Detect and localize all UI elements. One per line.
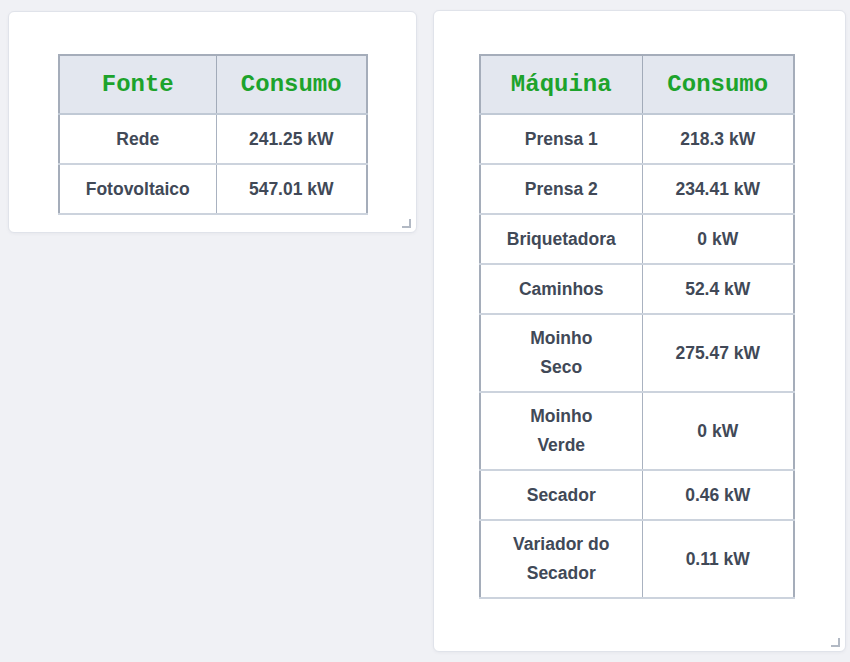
machine-name-cell: Variador do Secador [480,520,642,598]
machine-name-cell: Briquetadora [480,214,642,264]
source-name-cell: Fotovoltaico [59,164,216,214]
consumption-value-cell: 275.47 kW [642,314,794,392]
machine-name-cell: Moinho Seco [480,314,642,392]
consumption-value-cell: 547.01 kW [216,164,367,214]
table-row: Moinho Verde 0 kW [480,392,794,470]
table-row: Moinho Seco 275.47 kW [480,314,794,392]
consumption-value-cell: 0 kW [642,214,794,264]
dashboard-page: Fonte Consumo Rede 241.25 kW Fotovoltaic… [0,0,850,662]
table-header-row: Fonte Consumo [59,55,367,114]
fonte-consumo-table: Fonte Consumo Rede 241.25 kW Fotovoltaic… [58,54,368,215]
consumption-value-cell: 241.25 kW [216,114,367,164]
consumption-value-cell: 0 kW [642,392,794,470]
table-row: Fotovoltaico 547.01 kW [59,164,367,214]
resize-handle-icon[interactable] [831,638,840,647]
table-row: Briquetadora 0 kW [480,214,794,264]
column-header-consumo: Consumo [216,55,367,114]
resize-handle-icon[interactable] [402,219,411,228]
machine-name-cell: Moinho Verde [480,392,642,470]
table-row: Prensa 2 234.41 kW [480,164,794,214]
consumption-value-cell: 0.46 kW [642,470,794,520]
machine-name-cell: Prensa 2 [480,164,642,214]
fonte-consumo-card: Fonte Consumo Rede 241.25 kW Fotovoltaic… [8,11,417,233]
table-row: Variador do Secador 0.11 kW [480,520,794,598]
machine-name-cell: Caminhos [480,264,642,314]
table-row: Caminhos 52.4 kW [480,264,794,314]
consumption-value-cell: 218.3 kW [642,114,794,164]
table-row: Rede 241.25 kW [59,114,367,164]
column-header-consumo: Consumo [642,55,794,114]
consumption-value-cell: 0.11 kW [642,520,794,598]
machine-name-cell: Secador [480,470,642,520]
table-row: Prensa 1 218.3 kW [480,114,794,164]
machine-name-cell: Prensa 1 [480,114,642,164]
table-header-row: Máquina Consumo [480,55,794,114]
consumption-value-cell: 234.41 kW [642,164,794,214]
maquina-consumo-table: Máquina Consumo Prensa 1 218.3 kW Prensa… [479,54,795,599]
source-name-cell: Rede [59,114,216,164]
table-row: Secador 0.46 kW [480,470,794,520]
maquina-consumo-card: Máquina Consumo Prensa 1 218.3 kW Prensa… [433,10,846,652]
consumption-value-cell: 52.4 kW [642,264,794,314]
column-header-maquina: Máquina [480,55,642,114]
column-header-fonte: Fonte [59,55,216,114]
